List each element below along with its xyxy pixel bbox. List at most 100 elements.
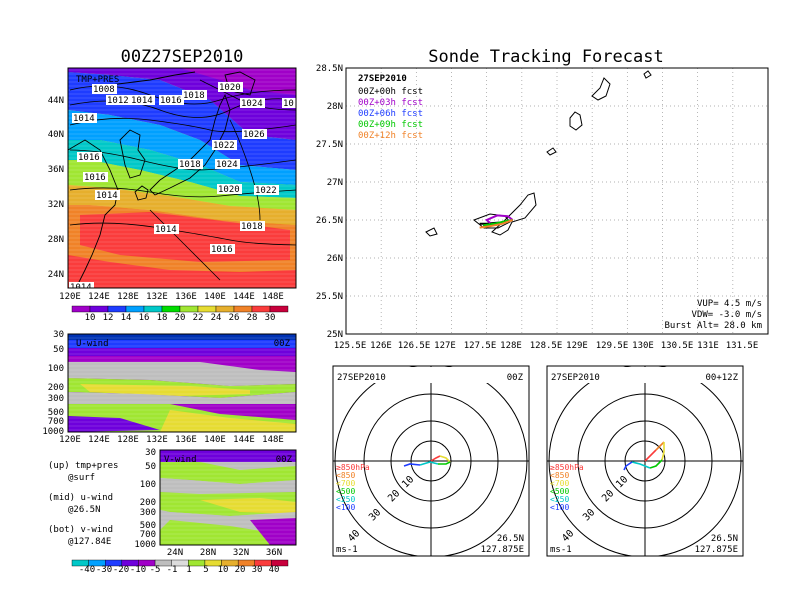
track-series-line [479, 219, 514, 229]
hodograph-right-date: 27SEP2010 [551, 373, 600, 383]
svg-text:128.5E: 128.5E [530, 341, 563, 351]
svg-text:00Z+03h fcst: 00Z+03h fcst [358, 98, 423, 108]
svg-text:32N: 32N [48, 200, 64, 210]
svg-text:130E: 130E [632, 341, 654, 351]
v-wind-field: V-wind 00Z [160, 450, 296, 545]
u-wind-panel: U-wind 00Z 30 50 100 200 300 500 700 100… [42, 330, 297, 445]
svg-text:(up) tmp+pres: (up) tmp+pres [48, 461, 118, 471]
svg-text:26: 26 [229, 313, 240, 323]
svg-text:-5: -5 [150, 565, 161, 575]
svg-text:30: 30 [145, 448, 156, 458]
svg-text:40: 40 [269, 565, 280, 575]
svg-text:132E: 132E [146, 435, 168, 445]
hodograph-left-lon: 127.875E [481, 545, 524, 555]
svg-text:700: 700 [140, 530, 156, 540]
svg-text:44N: 44N [48, 96, 64, 106]
svg-text:27.5N: 27.5N [316, 140, 343, 150]
svg-text:@127.84E: @127.84E [68, 537, 111, 547]
svg-text:VUP= 4.5 m/s: VUP= 4.5 m/s [697, 299, 762, 309]
svg-text:40: 40 [346, 528, 362, 544]
v-wind-x-ticks: 24N 28N 32N 36N [167, 548, 282, 558]
svg-text:300: 300 [140, 508, 156, 518]
svg-text:≥850hPa: ≥850hPa [336, 463, 370, 472]
colorbar-swatch [107, 305, 127, 313]
svg-text:-1: -1 [167, 565, 178, 575]
colorbar-swatch [143, 305, 163, 313]
svg-text:10: 10 [283, 99, 294, 109]
tracking-coastlines [425, 70, 652, 237]
svg-text:(mid) u-wind: (mid) u-wind [48, 493, 113, 503]
svg-text:140E: 140E [204, 435, 226, 445]
track-series-line [484, 214, 514, 224]
tracking-legend: 00Z+00h fcst 00Z+03h fcst 00Z+06h fcst 0… [358, 87, 423, 141]
svg-text:1012: 1012 [107, 96, 129, 106]
hodograph-right-header-bg [549, 367, 741, 383]
svg-text:50: 50 [53, 345, 64, 355]
svg-text:10: 10 [85, 313, 96, 323]
map-field-label: TMP+PRES [76, 75, 119, 85]
svg-text:10: 10 [400, 474, 416, 490]
v-wind-label: V-wind [164, 455, 197, 465]
isobar-labels: 1008 1012 1014 1016 1018 1020 1024 10 10… [69, 82, 296, 288]
svg-text:<250: <250 [336, 495, 355, 504]
u-wind-y-ticks: 30 50 100 200 300 500 700 1000 [42, 330, 64, 437]
svg-text:1016: 1016 [78, 153, 100, 163]
svg-text:128E: 128E [117, 435, 139, 445]
svg-text:124E: 124E [88, 292, 110, 302]
svg-text:30: 30 [53, 330, 64, 340]
tracking-lon-ticks: 125.5E 126E 126.5E 127E 127.5E 128E 128.… [334, 341, 759, 351]
svg-text:1014: 1014 [131, 96, 153, 106]
hodograph-left-trace [403, 455, 451, 467]
svg-text:<850: <850 [550, 471, 569, 480]
hodograph-left-panel: 10 20 30 40 27SEP2010 00Z ≥850hPa <850 <… [332, 365, 530, 557]
svg-text:-40: -40 [79, 565, 95, 575]
svg-text:28: 28 [247, 313, 258, 323]
svg-text:12: 12 [103, 313, 114, 323]
svg-text:28N: 28N [327, 102, 343, 112]
u-wind-time: 00Z [274, 339, 291, 349]
svg-text:1000: 1000 [42, 427, 64, 437]
svg-text:28N: 28N [200, 548, 216, 558]
svg-text:20: 20 [386, 488, 402, 504]
map-title: 00Z27SEP2010 [121, 47, 244, 67]
svg-text:1008: 1008 [93, 85, 115, 95]
svg-text:30: 30 [265, 313, 276, 323]
svg-text:<500: <500 [336, 487, 355, 496]
svg-text:36N: 36N [266, 548, 282, 558]
svg-text:124E: 124E [88, 435, 110, 445]
svg-text:Burst Alt= 28.0 km: Burst Alt= 28.0 km [664, 321, 762, 331]
colorbar-swatch [197, 305, 217, 313]
svg-text:1020: 1020 [219, 83, 241, 93]
svg-text:(bot) v-wind: (bot) v-wind [48, 525, 113, 535]
svg-text:148E: 148E [262, 292, 284, 302]
svg-text:100: 100 [140, 480, 156, 490]
tracking-params: VUP= 4.5 m/s VDW= -3.0 m/s Burst Alt= 28… [664, 299, 762, 331]
svg-text:50: 50 [145, 462, 156, 472]
svg-text:<500: <500 [550, 487, 569, 496]
tracking-grid [346, 68, 768, 334]
svg-text:20: 20 [235, 565, 246, 575]
svg-text:136E: 136E [175, 435, 197, 445]
svg-text:1024: 1024 [241, 99, 263, 109]
svg-text:<100: <100 [336, 503, 355, 512]
v-wind-time: 00Z [276, 455, 293, 465]
temperature-colorbar-labels: 10 12 14 16 18 20 22 24 26 28 30 [85, 313, 276, 323]
hodograph-left-lat: 26.5N [497, 534, 524, 544]
svg-text:≥850hPa: ≥850hPa [550, 463, 584, 472]
u-wind-field: U-wind 00Z [68, 334, 296, 432]
svg-text:<250: <250 [550, 495, 569, 504]
svg-text:36N: 36N [48, 165, 64, 175]
wind-colorbar [71, 559, 289, 567]
hodograph-left-unit: ms-1 [336, 545, 358, 555]
svg-text:200: 200 [140, 498, 156, 508]
svg-text:1018: 1018 [179, 160, 201, 170]
svg-text:130.5E: 130.5E [661, 341, 694, 351]
hodograph-right-level-legend: ≥850hPa <850 <700 <500 <250 <100 [550, 463, 584, 512]
colorbar-swatch [251, 305, 271, 313]
svg-text:1014: 1014 [96, 191, 118, 201]
svg-text:1016: 1016 [160, 96, 182, 106]
svg-text:24N: 24N [167, 548, 183, 558]
svg-text:26.5N: 26.5N [316, 216, 343, 226]
tracking-lat-ticks: 28.5N 28N 27.5N 27N 26.5N 26N 25.5N 25N [316, 64, 343, 340]
svg-text:<700: <700 [336, 479, 355, 488]
